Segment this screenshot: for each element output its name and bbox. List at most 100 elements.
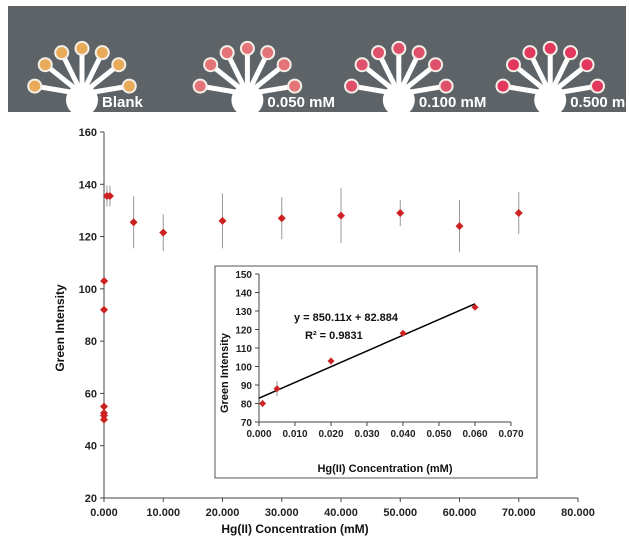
sensor-spot bbox=[373, 47, 385, 59]
sensor-spot bbox=[29, 80, 41, 92]
sensor-spot bbox=[56, 47, 68, 59]
main-data-point bbox=[277, 214, 286, 223]
main-x-tick-label: 10.000 bbox=[146, 507, 180, 519]
main-x-tick-label: 0.000 bbox=[90, 507, 118, 519]
inset-y-tick-label: 150 bbox=[235, 270, 252, 281]
main-data-point bbox=[100, 305, 109, 314]
sensor-spot bbox=[497, 80, 509, 92]
sensor-spot bbox=[278, 59, 290, 71]
main-x-tick-label: 80.000 bbox=[561, 507, 595, 519]
sample-reservoir bbox=[231, 84, 264, 112]
inset-x-tick-label: 0.040 bbox=[390, 429, 415, 440]
inset-x-tick-label: 0.070 bbox=[498, 429, 523, 440]
main-data-point bbox=[129, 218, 138, 227]
inset-data-point bbox=[399, 329, 407, 337]
sensor-spot bbox=[194, 80, 206, 92]
sensor-spot bbox=[565, 47, 577, 59]
inset-trendline bbox=[258, 303, 476, 399]
main-data-point bbox=[100, 402, 109, 411]
main-x-tick-label: 70.000 bbox=[502, 507, 536, 519]
sensor-spot bbox=[346, 80, 358, 92]
main-data-point bbox=[396, 209, 405, 218]
main-x-tick-label: 20.000 bbox=[206, 507, 240, 519]
sensor-spot bbox=[76, 42, 88, 54]
inset-x-tick-label: 0.050 bbox=[426, 429, 451, 440]
main-x-tick-label: 50.000 bbox=[383, 507, 417, 519]
sensor-spot bbox=[356, 59, 368, 71]
inset-x-axis-title: Hg(II) Concentration (mM) bbox=[317, 463, 452, 475]
sensor-photo-strip: Blank 0.050 mM 0.100 mM 0.500 mM bbox=[8, 6, 626, 112]
concentration-label: Blank bbox=[102, 94, 144, 111]
main-x-tick-label: 60.000 bbox=[443, 507, 477, 519]
main-x-axis-title: Hg(II) Concentration (mM) bbox=[221, 522, 368, 536]
sensor-spot bbox=[581, 59, 593, 71]
main-x-tick-label: 30.000 bbox=[265, 507, 299, 519]
main-y-tick-label: 160 bbox=[79, 127, 97, 139]
main-data-point bbox=[159, 228, 168, 237]
main-y-tick-label: 60 bbox=[85, 388, 97, 400]
sensor-spot bbox=[393, 42, 405, 54]
inset-y-tick-label: 130 bbox=[235, 307, 252, 318]
main-y-tick-label: 140 bbox=[79, 179, 97, 191]
main-y-axis-title: Green Intensity bbox=[53, 284, 67, 372]
sensor-spot bbox=[123, 80, 135, 92]
sensor-spot bbox=[507, 59, 519, 71]
main-data-point bbox=[100, 409, 108, 418]
sensor-spot bbox=[96, 47, 108, 59]
inset-x-tick-label: 0.060 bbox=[462, 429, 487, 440]
sensor-spot bbox=[262, 47, 274, 59]
main-data-point bbox=[105, 192, 114, 201]
inset-data-point bbox=[471, 303, 479, 311]
main-data-point bbox=[100, 277, 109, 286]
sensor-spot bbox=[241, 42, 253, 54]
main-y-tick-label: 120 bbox=[79, 232, 97, 244]
sensor-spot bbox=[289, 80, 301, 92]
sensor-spot bbox=[592, 80, 604, 92]
main-data-point bbox=[218, 216, 227, 225]
inset-y-tick-label: 80 bbox=[241, 400, 253, 411]
inset-data-point bbox=[327, 357, 335, 365]
inset-y-tick-label: 110 bbox=[236, 344, 253, 355]
main-x-tick-label: 40.000 bbox=[324, 507, 358, 519]
sample-reservoir bbox=[534, 84, 567, 112]
concentration-label: 0.050 mM bbox=[267, 94, 335, 111]
inset-y-tick-label: 140 bbox=[235, 289, 252, 300]
sample-reservoir bbox=[382, 84, 415, 112]
inset-frame bbox=[214, 265, 538, 479]
main-data-point bbox=[514, 209, 523, 218]
concentration-label: 0.500 mM bbox=[570, 94, 626, 111]
photo-background bbox=[8, 6, 626, 112]
sensor-panel: 0.050 mM bbox=[192, 40, 335, 112]
main-y-tick-label: 100 bbox=[79, 284, 97, 296]
trendline-equation: y = 850.11x + 82.884 bbox=[294, 312, 399, 324]
main-y-tick-label: 40 bbox=[85, 441, 97, 453]
main-chart: 0.000 10.000 20.000 30.000 40.000 50.000 60.00… bbox=[53, 127, 595, 536]
sensor-spot bbox=[430, 59, 442, 71]
main-y-tick-label: 80 bbox=[85, 336, 97, 348]
main-data-point bbox=[337, 211, 345, 220]
sensor-spot bbox=[413, 47, 425, 59]
inset-y-tick-label: 90 bbox=[241, 381, 253, 392]
main-data-point bbox=[455, 222, 464, 231]
sensor-spot bbox=[544, 42, 556, 54]
main-y-tick-label: 20 bbox=[85, 493, 97, 505]
sensor-spot bbox=[205, 59, 217, 71]
sensor-panel: 0.100 mM bbox=[344, 40, 486, 112]
sensor-spot bbox=[524, 47, 536, 59]
inset-x-tick-label: 0.000 bbox=[246, 429, 271, 440]
inset-x-tick-label: 0.010 bbox=[282, 429, 307, 440]
inset-y-tick-label: 70 bbox=[241, 418, 253, 429]
inset-x-tick-label: 0.030 bbox=[354, 429, 379, 440]
sensor-spot bbox=[113, 59, 125, 71]
sample-reservoir bbox=[66, 84, 98, 112]
inset-y-axis-title: Green Intensity bbox=[219, 332, 231, 413]
sensor-panel: 0.500 mM bbox=[495, 40, 626, 112]
sensor-spot bbox=[440, 80, 452, 92]
inset-y-tick-label: 120 bbox=[235, 326, 252, 337]
sensor-spot bbox=[221, 47, 233, 59]
sensor-spot bbox=[39, 59, 51, 71]
inset-y-tick-label: 100 bbox=[235, 363, 252, 374]
inset-data-point bbox=[259, 400, 267, 407]
inset-x-tick-label: 0.020 bbox=[318, 429, 343, 440]
inset-data-point bbox=[273, 385, 281, 393]
